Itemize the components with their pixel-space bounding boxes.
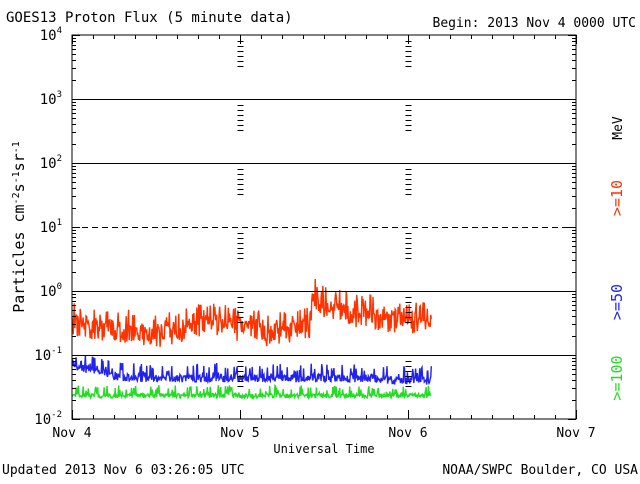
y-axis-label-group: Particles cm-2s-1sr-1 <box>10 141 28 313</box>
day-boundary-ticks <box>237 41 412 387</box>
credit-text: NOAA/SWPC Boulder, CO USA <box>442 463 638 478</box>
y-tick-label: 10-1 <box>34 346 62 364</box>
x-axis-label: Universal Time <box>273 442 374 456</box>
series-line <box>71 278 432 347</box>
y-tick-label: 100 <box>40 282 62 300</box>
legend-entry: >=10 <box>608 180 626 216</box>
x-tick-label: Nov 5 <box>220 426 259 441</box>
series-line <box>71 355 432 386</box>
y-tick-label: 10-2 <box>34 410 62 428</box>
decade-gridlines <box>72 99 576 356</box>
y-tick-label: 101 <box>40 218 62 236</box>
y-axis-label: Particles cm-2s-1sr-1 <box>10 141 28 313</box>
x-tick-label: Nov 7 <box>556 426 595 441</box>
chart-title: GOES13 Proton Flux (5 minute data) <box>6 10 293 26</box>
y-axis-ticks: 10-2 10-1 100 101 102 103 104 <box>34 26 576 428</box>
legend-entry: >=50 <box>608 284 626 320</box>
y-tick-label: 102 <box>40 154 62 172</box>
legend-entry: >=100 <box>608 355 626 400</box>
legend-unit: MeV <box>611 116 626 140</box>
x-tick-label: Nov 4 <box>52 426 91 441</box>
data-traces <box>71 278 432 401</box>
updated-timestamp: Updated 2013 Nov 6 03:26:05 UTC <box>2 463 245 478</box>
y-tick-label: 104 <box>40 26 62 44</box>
x-tick-label: Nov 6 <box>388 426 427 441</box>
begin-timestamp: Begin: 2013 Nov 4 0000 UTC <box>433 16 637 31</box>
x-axis-ticks: Nov 4 Nov 5 Nov 6 Nov 7 <box>52 35 596 441</box>
legend: >=100 >=50 >=10 MeV <box>608 116 626 400</box>
y-tick-label: 103 <box>40 90 62 108</box>
series-line <box>71 384 432 401</box>
